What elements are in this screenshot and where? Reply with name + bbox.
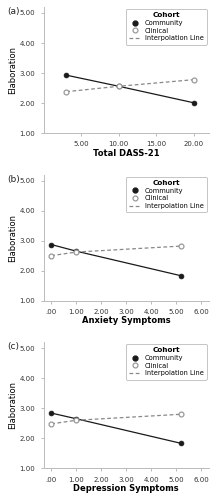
- Legend: Community, Clinical, Interpolation Line: Community, Clinical, Interpolation Line: [126, 176, 207, 212]
- Legend: Community, Clinical, Interpolation Line: Community, Clinical, Interpolation Line: [126, 344, 207, 380]
- X-axis label: Total DASS-21: Total DASS-21: [93, 149, 160, 158]
- X-axis label: Anxiety Symptoms: Anxiety Symptoms: [82, 316, 171, 326]
- Text: (a): (a): [8, 7, 20, 16]
- Legend: Community, Clinical, Interpolation Line: Community, Clinical, Interpolation Line: [126, 9, 207, 44]
- Text: (c): (c): [8, 342, 19, 351]
- Y-axis label: Elaboration: Elaboration: [8, 381, 17, 429]
- Y-axis label: Elaboration: Elaboration: [8, 214, 17, 262]
- Text: (b): (b): [8, 174, 20, 184]
- Y-axis label: Elaboration: Elaboration: [8, 46, 17, 94]
- X-axis label: Depression Symptoms: Depression Symptoms: [73, 484, 179, 493]
